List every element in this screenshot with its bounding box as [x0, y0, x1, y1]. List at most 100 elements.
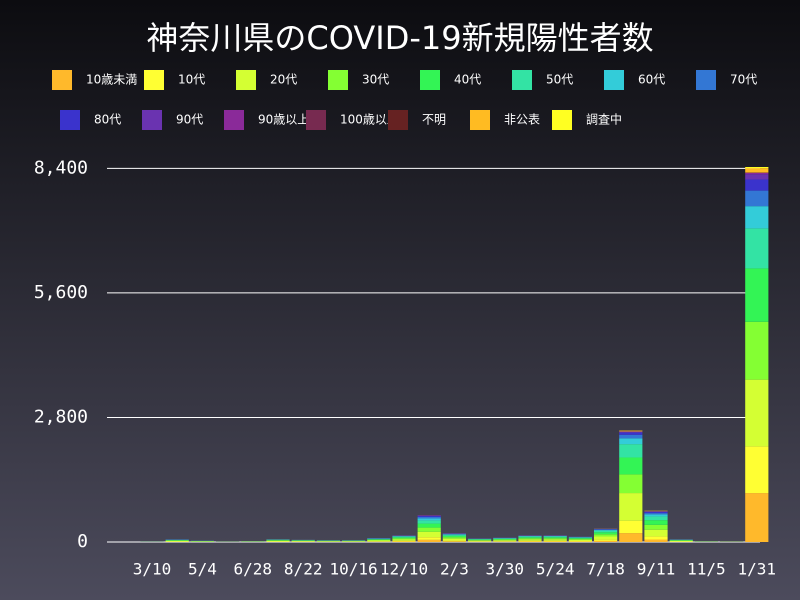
bar-segment — [644, 524, 668, 530]
legend-label: 調査中 — [586, 112, 622, 127]
legend-swatch — [388, 110, 408, 130]
bar-segment — [518, 541, 542, 542]
legend-label: 不明 — [422, 113, 446, 127]
bar-segment — [266, 540, 290, 542]
bar-segment — [417, 516, 441, 519]
bar-segment — [543, 538, 567, 540]
bar-segment — [493, 539, 517, 541]
bar-segment — [568, 541, 592, 542]
bar-segment — [594, 536, 618, 540]
bar-segment — [568, 539, 592, 542]
legend-swatch — [306, 110, 326, 130]
legend-label: 70代 — [730, 73, 757, 87]
bar-segment — [392, 538, 416, 540]
legend-label: 非公表 — [504, 113, 540, 127]
bar-segment — [644, 514, 668, 517]
x-tick-label: 9/11 — [637, 560, 676, 579]
bar-segment — [745, 268, 769, 322]
bar-segment — [619, 444, 643, 458]
legend-label: 90代 — [176, 113, 203, 127]
bar-segment — [493, 538, 517, 540]
y-tick-label: 5,600 — [34, 282, 88, 303]
legend-swatch — [224, 110, 244, 130]
legend-label: 90歳以上 — [258, 113, 309, 127]
bar-segment — [543, 539, 567, 541]
bar-segment — [417, 537, 441, 540]
bar-segment — [619, 434, 643, 439]
bar-segment — [619, 493, 643, 521]
bar-segment — [417, 539, 441, 542]
bar-segment — [594, 539, 618, 541]
legend-swatch — [144, 70, 164, 90]
legend-swatch — [512, 70, 532, 90]
bar-segment — [392, 537, 416, 539]
x-tick-label: 1/31 — [738, 560, 777, 579]
bar-segment — [417, 527, 441, 532]
bar-segment — [745, 321, 769, 380]
x-tick-label: 5/24 — [536, 560, 575, 579]
bar-segment — [417, 523, 441, 528]
bar-segment — [417, 518, 441, 521]
chart-title: 神奈川県のCOVID-19新規陽性者数 — [146, 19, 653, 57]
bar-segment — [442, 538, 466, 541]
bar-segment — [367, 539, 391, 540]
legend-label: 20代 — [270, 73, 297, 87]
bar-segment — [417, 520, 441, 524]
bar-segment — [392, 536, 416, 538]
bar-segment — [442, 540, 466, 542]
bar-segment — [594, 534, 618, 537]
bar-segment — [568, 537, 592, 539]
bar-segment — [644, 511, 668, 514]
bar-segment — [619, 533, 643, 542]
legend-swatch — [696, 70, 716, 90]
bar-segment — [745, 493, 769, 542]
bar-segment — [442, 535, 466, 538]
bar-segment — [518, 538, 542, 540]
bar-segment — [594, 540, 618, 542]
bar-segment — [594, 530, 618, 533]
legend-swatch — [420, 70, 440, 90]
bar-segment — [619, 520, 643, 534]
bar-segment — [669, 540, 693, 542]
bar-segment — [745, 379, 769, 447]
legend-label: 60代 — [638, 73, 665, 87]
y-tick-label: 8,400 — [34, 157, 88, 178]
bar-segment — [745, 190, 769, 207]
legend-label: 30代 — [362, 73, 389, 87]
bar-segment — [468, 539, 492, 541]
bar-segment — [745, 167, 769, 169]
bar-segment — [644, 516, 668, 521]
x-tick-label: 3/10 — [133, 560, 172, 579]
bar-segment — [745, 446, 769, 494]
bar-segment — [518, 539, 542, 541]
bar-segment — [442, 534, 466, 536]
bar-segment — [417, 531, 441, 538]
bar-segment — [594, 529, 618, 530]
legend-swatch — [552, 110, 572, 130]
bar-segment — [644, 520, 668, 525]
bar-segment — [291, 541, 315, 542]
bar-segment — [518, 540, 542, 542]
bar-segment — [392, 540, 416, 542]
legend-swatch — [604, 70, 624, 90]
x-tick-label: 10/16 — [330, 560, 378, 579]
x-tick-label: 3/30 — [486, 560, 525, 579]
x-tick-label: 5/4 — [188, 560, 217, 579]
bar-segment — [543, 536, 567, 538]
bar-segment — [619, 438, 643, 445]
legend-label: 100歳以上 — [340, 113, 399, 127]
legend-swatch — [52, 70, 72, 90]
y-tick-label: 0 — [77, 531, 88, 552]
bar-segment — [165, 540, 189, 542]
bar-segment — [367, 539, 391, 541]
x-tick-label: 12/10 — [380, 560, 428, 579]
bar-segment — [493, 540, 517, 542]
bar-segment — [442, 537, 466, 539]
bar-segment — [745, 174, 769, 180]
bar-segment — [468, 540, 492, 542]
legend-label: 50代 — [546, 73, 573, 87]
x-tick-label: 7/18 — [586, 560, 625, 579]
bar-segment — [367, 540, 391, 542]
